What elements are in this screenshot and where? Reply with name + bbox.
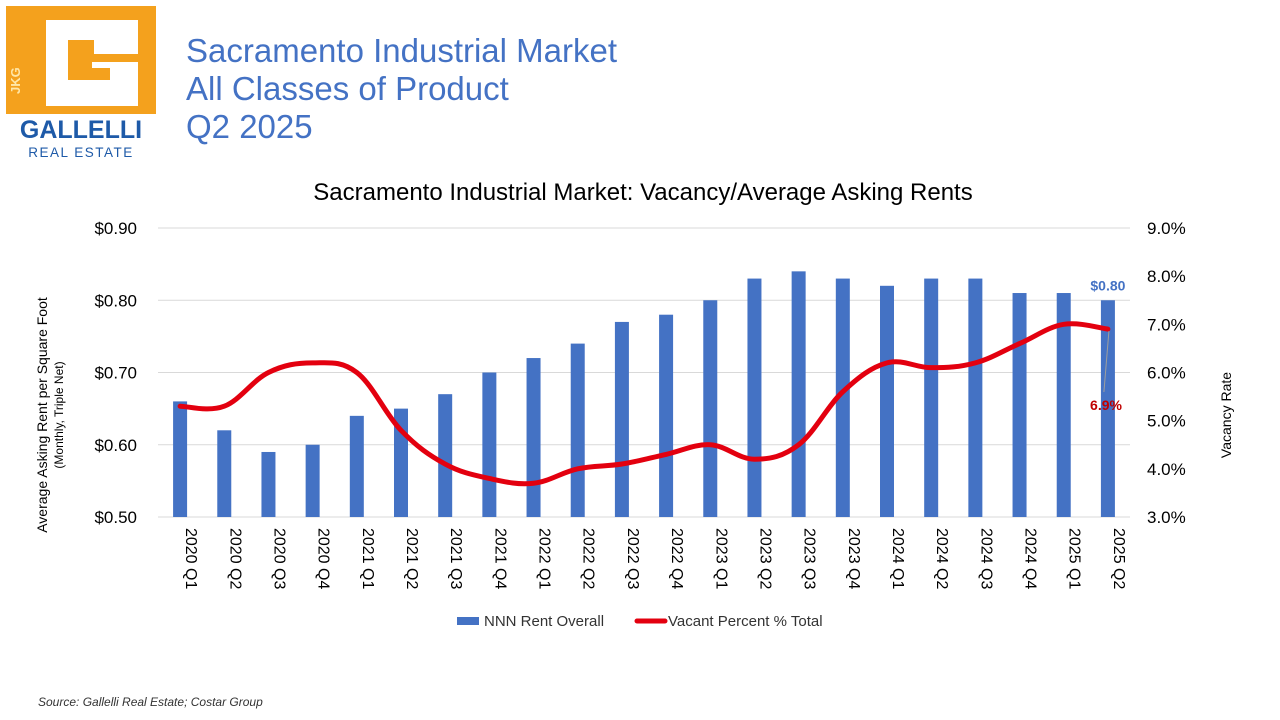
- left-tick-label: $0.50: [94, 508, 137, 527]
- left-tick-label: $0.80: [94, 291, 137, 310]
- legend-bar-label: NNN Rent Overall: [484, 613, 604, 630]
- left-tick-label: $0.60: [94, 436, 137, 455]
- logo-g-letter: [46, 20, 138, 106]
- rent-bar: [924, 278, 939, 517]
- rent-bar: [482, 372, 497, 517]
- x-axis-ticks: 2020 Q1 2020 Q2 2020 Q3 2020 Q4 2021 Q1 2021 …: [182, 528, 1127, 589]
- chart-legend: NNN Rent Overall Vacant Percent % Total: [457, 613, 823, 630]
- vacancy-last-value-leader: [1103, 331, 1110, 393]
- rent-bar: [305, 444, 320, 517]
- gallelli-logo-graphic: JKG GALLELLI REAL ESTATE: [6, 6, 156, 160]
- page-title-line-1: Sacramento Industrial Market: [186, 32, 618, 69]
- left-tick-label: $0.90: [94, 219, 137, 238]
- rent-bars: [173, 271, 1115, 517]
- rent-last-value-label: $0.80: [1090, 277, 1125, 293]
- right-tick-label: 7.0%: [1147, 315, 1186, 334]
- left-axis-label-line-2: (Monthly, Triple Net): [52, 361, 66, 468]
- x-tick-label: 2024 Q1: [889, 528, 906, 589]
- rent-bar: [526, 358, 541, 517]
- rent-bar: [349, 415, 364, 517]
- chart-gridlines: [158, 227, 1130, 518]
- right-tick-label: 4.0%: [1147, 460, 1186, 479]
- right-axis-ticks: 3.0% 4.0% 5.0% 6.0% 7.0% 8.0% 9.0%: [1147, 219, 1186, 527]
- right-tick-label: 3.0%: [1147, 508, 1186, 527]
- rent-bar: [173, 401, 188, 517]
- logo-brand-name: GALLELLI: [20, 116, 142, 144]
- rent-bar: [747, 278, 762, 517]
- x-tick-label: 2020 Q3: [270, 528, 287, 589]
- x-tick-label: 2023 Q1: [712, 528, 729, 589]
- rent-bar: [1100, 300, 1115, 517]
- right-tick-label: 8.0%: [1147, 267, 1186, 286]
- legend-bar-swatch: [457, 617, 479, 625]
- left-axis-label-line-1: Average Asking Rent per Square Foot: [34, 297, 50, 533]
- right-tick-label: 5.0%: [1147, 412, 1186, 431]
- x-tick-label: 2020 Q2: [226, 528, 243, 589]
- rent-bar: [438, 394, 453, 517]
- page-title: Sacramento Industrial Market All Classes…: [186, 32, 617, 146]
- rent-bar: [791, 271, 806, 517]
- right-tick-label: 9.0%: [1147, 219, 1186, 238]
- x-tick-label: 2021 Q4: [491, 528, 508, 589]
- chart-title: Sacramento Industrial Market: Vacancy/Av…: [313, 179, 972, 206]
- logo-brand-sub: REAL ESTATE: [28, 145, 134, 160]
- logo-initials: JKG: [8, 67, 23, 94]
- source-note: Source: Gallelli Real Estate; Costar Gro…: [38, 695, 263, 709]
- rent-bar: [614, 321, 629, 517]
- x-tick-label: 2022 Q2: [580, 528, 597, 589]
- x-tick-label: 2023 Q2: [756, 528, 773, 589]
- x-tick-label: 2022 Q3: [624, 528, 641, 589]
- left-tick-label: $0.70: [94, 364, 137, 383]
- x-tick-label: 2020 Q4: [315, 528, 332, 589]
- x-tick-label: 2021 Q1: [359, 528, 376, 589]
- x-tick-label: 2024 Q2: [933, 528, 950, 589]
- page-title-line-2: All Classes of Product: [186, 70, 509, 107]
- rent-bar: [217, 430, 232, 517]
- rent-bar: [1056, 293, 1071, 517]
- page-title-line-3: Q2 2025: [186, 108, 313, 145]
- gallelli-logo: JKG GALLELLI REAL ESTATE: [6, 6, 158, 160]
- x-tick-label: 2025 Q1: [1066, 528, 1083, 589]
- vacancy-rent-chart: Sacramento Industrial Market: Vacancy/Av…: [34, 179, 1234, 630]
- right-axis-label: Vacancy Rate: [1218, 372, 1234, 458]
- x-tick-label: 2020 Q1: [182, 528, 199, 589]
- rent-bar: [835, 278, 850, 517]
- vacancy-last-value-label: 6.9%: [1090, 397, 1122, 413]
- rent-bar: [703, 300, 718, 517]
- legend-line-label: Vacant Percent % Total: [668, 613, 823, 630]
- rent-bar: [659, 314, 674, 517]
- x-tick-label: 2025 Q2: [1110, 528, 1127, 589]
- rent-bar: [968, 278, 983, 517]
- x-tick-label: 2022 Q4: [668, 528, 685, 589]
- right-tick-label: 6.0%: [1147, 364, 1186, 383]
- rent-bar: [1012, 293, 1027, 517]
- x-tick-label: 2021 Q2: [403, 528, 420, 589]
- vacancy-line-group: [177, 321, 1111, 487]
- rent-bar: [880, 285, 894, 517]
- x-tick-label: 2022 Q1: [536, 528, 553, 589]
- rent-bar: [570, 343, 585, 517]
- rent-bar: [261, 451, 276, 517]
- x-tick-label: 2021 Q3: [447, 528, 464, 589]
- x-tick-label: 2024 Q4: [1022, 528, 1039, 589]
- x-tick-label: 2023 Q4: [845, 528, 862, 589]
- x-tick-label: 2023 Q3: [801, 528, 818, 589]
- x-tick-label: 2024 Q3: [977, 528, 994, 589]
- vacancy-line: [177, 321, 1111, 487]
- left-axis-ticks: $0.50 $0.60 $0.70 $0.80 $0.90: [94, 219, 137, 527]
